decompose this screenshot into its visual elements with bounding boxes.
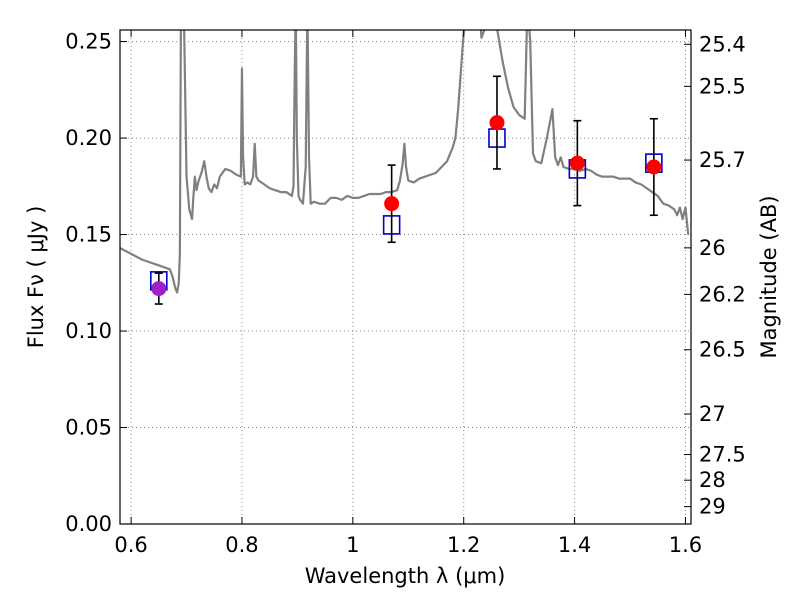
observed-flux-points — [151, 75, 662, 305]
magnitude-tick-label: 25.5 — [699, 74, 746, 98]
magnitude-tick-label: 26 — [699, 236, 726, 260]
magnitude-tick-label: 27.5 — [699, 443, 746, 467]
magnitude-tick-label: 28 — [699, 468, 726, 492]
y-tick-label: 0.10 — [65, 319, 112, 343]
observed-flux-point — [151, 281, 167, 297]
plot-frame — [119, 29, 692, 525]
x-tick-label: 1 — [346, 533, 359, 557]
y-tick-label: 0.00 — [65, 512, 112, 536]
magnitude-tick-label: 25.7 — [699, 148, 746, 172]
y2-axis-label: Magnitude (AB) — [757, 195, 781, 358]
x-tick-label: 1.6 — [669, 533, 702, 557]
x-axis-label: Wavelength λ (μm) — [305, 564, 506, 588]
observed-flux-point — [569, 155, 585, 171]
y-tick-label: 0.15 — [65, 223, 112, 247]
observed-flux-point — [646, 159, 662, 175]
magnitude-tick-label: 27 — [699, 402, 726, 426]
observed-flux-point — [489, 115, 505, 131]
x-tick-label: 0.8 — [225, 533, 258, 557]
x-tick-label: 1.2 — [447, 533, 480, 557]
x-axis-ticks: 0.6 0.8 1 1.2 1.4 1.6 — [114, 30, 702, 557]
y-tick-label: 0.05 — [65, 416, 112, 440]
magnitude-tick-label: 29 — [699, 495, 726, 519]
magnitude-tick-label: 26.2 — [699, 282, 746, 306]
y-tick-label: 0.20 — [65, 126, 112, 150]
x-tick-label: 1.4 — [558, 533, 591, 557]
x-tick-label: 0.6 — [114, 533, 147, 557]
plot-area — [120, 30, 690, 305]
y-axis-ticks: 0.00 0.05 0.10 0.15 0.20 0.25 — [65, 30, 127, 536]
plot-background — [120, 30, 691, 524]
observed-flux-point — [384, 196, 400, 212]
magnitude-tick-label: 26.5 — [699, 338, 746, 362]
y-tick-label: 0.25 — [65, 30, 112, 54]
magnitude-axis-ticks: 25.4 25.5 25.7 26 26.2 26.5 27 27.528 29 — [684, 32, 746, 519]
y-axis-label: Flux Fν ( μJy ) — [24, 206, 48, 349]
magnitude-tick-label: 25.4 — [699, 32, 746, 56]
